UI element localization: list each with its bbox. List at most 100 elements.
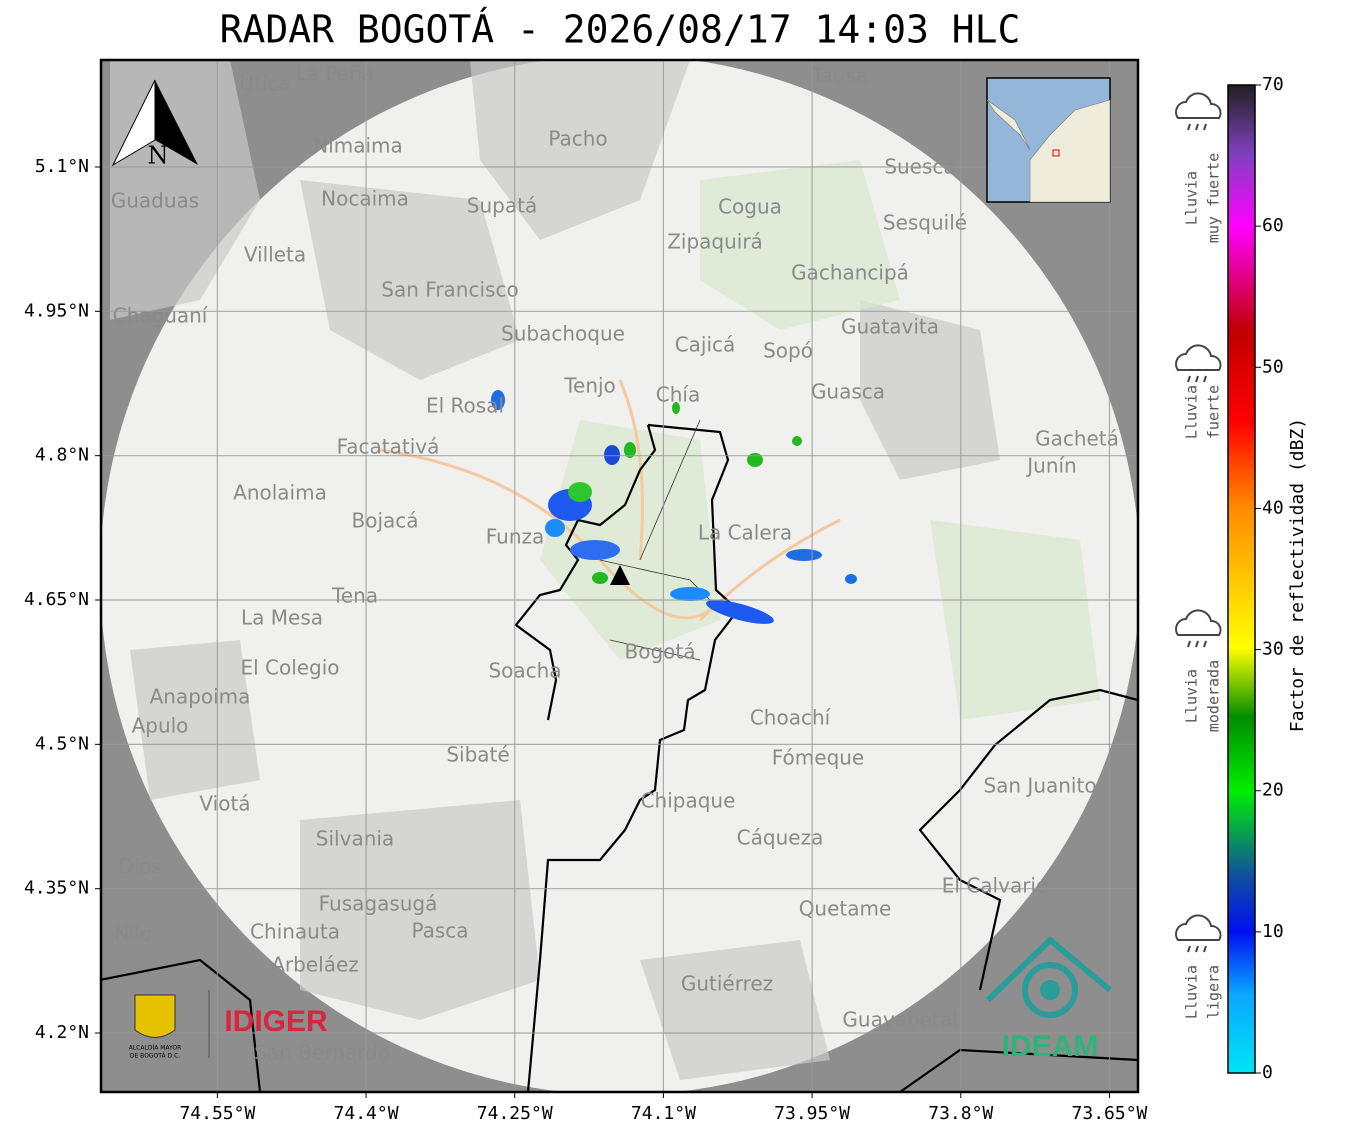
place-label: Tena xyxy=(331,584,378,608)
logo-idiger: IDIGER xyxy=(224,1005,328,1038)
rain-drops xyxy=(1187,945,1207,953)
colorbar-tick-label: 30 xyxy=(1262,639,1284,660)
intensity-label: Lluvia xyxy=(1183,171,1201,225)
place-label: Chipaque xyxy=(641,789,736,813)
place-label: Guasca xyxy=(811,380,885,404)
x-tick-label: 74.1°W xyxy=(631,1103,696,1124)
colorbar-tick-label: 20 xyxy=(1262,780,1284,801)
place-label: Soacha xyxy=(488,659,561,683)
place-label: Silvania xyxy=(316,827,394,851)
place-label: Chía xyxy=(656,383,700,407)
colorbar-tick-label: 70 xyxy=(1262,74,1284,95)
place-label: Sopó xyxy=(763,339,813,363)
place-label: Sibaté xyxy=(446,743,509,767)
cloud-icon xyxy=(1175,609,1222,636)
place-label: Subachoque xyxy=(501,322,625,346)
place-label: Supatá xyxy=(467,194,537,218)
y-tick-label: 4.8°N xyxy=(35,445,89,466)
place-label: Facatativá xyxy=(337,435,440,459)
place-label: Viotá xyxy=(199,792,250,816)
radar-echoes xyxy=(491,390,857,624)
place-label: Junín xyxy=(1025,454,1076,478)
y-tick-label: 4.95°N xyxy=(24,300,89,321)
place-label: Bogotá xyxy=(625,640,696,664)
y-tick-label: 4.2°N xyxy=(35,1022,89,1043)
place-label: Villeta xyxy=(244,243,306,267)
logo-text: ALCALDÍA MAYOR xyxy=(129,1045,182,1052)
colorbar-tick-label: 60 xyxy=(1262,215,1284,236)
x-tick-label: 74.4°W xyxy=(334,1103,399,1124)
place-label: El Colegio xyxy=(240,656,339,680)
place-label: Fusagasugá xyxy=(319,892,438,916)
x-tick-label: 74.55°W xyxy=(179,1103,255,1124)
place-label: Anolaima xyxy=(233,481,327,505)
place-label: Choachí xyxy=(750,706,832,730)
place-label: Cogua xyxy=(718,195,782,219)
place-label: Gutiérrez xyxy=(681,972,773,996)
y-tick-label: 5.1°N xyxy=(35,156,89,177)
place-label: Gachancipá xyxy=(791,261,909,285)
rain-drops xyxy=(1187,123,1207,131)
place-label: Cajicá xyxy=(675,333,736,357)
logo-alcaldia: ALCALDÍA MAYOR DE BOGOTÁ D.C. IDIGER xyxy=(129,990,328,1060)
rain-drops xyxy=(1187,375,1207,383)
place-label: Gachetá xyxy=(1035,427,1119,451)
map-frame xyxy=(99,58,1140,1094)
logo-ideam-text: IDEAM xyxy=(1002,1030,1099,1063)
inset-map xyxy=(986,77,1111,203)
place-label: Tenjo xyxy=(563,374,616,398)
x-tick-label: 73.95°W xyxy=(774,1103,850,1124)
place-label: El Calvario xyxy=(942,874,1048,898)
place-label: Pasca xyxy=(411,919,468,943)
cloud-icon xyxy=(1175,914,1222,941)
place-label: Fómeque xyxy=(772,746,865,770)
place-label: Tausa xyxy=(811,64,869,88)
place-label: Arbeláez xyxy=(271,953,359,977)
place-label: La Peña xyxy=(296,62,374,86)
place-label: Apulo xyxy=(132,714,189,738)
colorbar-tick-label: 10 xyxy=(1262,921,1284,942)
place-label: Sesquilé xyxy=(883,211,967,235)
colorbar-tick-label: 50 xyxy=(1262,356,1284,377)
y-tick-label: 4.5°N xyxy=(35,733,89,754)
north-arrow: N xyxy=(111,79,198,170)
colorbar xyxy=(1227,84,1256,1074)
place-label: Quetame xyxy=(799,897,892,921)
intensity-label: fuerte xyxy=(1205,385,1223,439)
place-label: El Rosal xyxy=(426,394,504,418)
place-label: San Juanito xyxy=(983,774,1096,798)
place-label: Dios xyxy=(118,855,162,879)
place-label: San Bernardo xyxy=(254,1041,390,1065)
north-label: N xyxy=(148,142,169,170)
colorbar-tick-label: 40 xyxy=(1262,497,1284,518)
place-label: Cáqueza xyxy=(737,826,824,850)
place-label: San Francisco xyxy=(381,278,518,302)
title: RADAR BOGOTÁ - 2026/08/17 14:03 HLC xyxy=(220,8,1021,52)
place-label: Chinauta xyxy=(250,920,340,944)
place-label: Anapoima xyxy=(150,685,251,709)
logo-text: DE BOGOTÁ D.C. xyxy=(130,1053,180,1060)
intensity-label: muy fuerte xyxy=(1205,153,1223,243)
place-label: Chaguaní xyxy=(113,304,209,328)
place-label: Nocaima xyxy=(321,187,409,211)
place-label: Guayabetal xyxy=(842,1008,957,1032)
intensity-label: moderada xyxy=(1205,660,1223,732)
intensity-label: ligera xyxy=(1205,965,1223,1019)
x-tick-label: 73.8°W xyxy=(928,1103,993,1124)
place-label: Guatavita xyxy=(841,315,939,339)
place-label: La Mesa xyxy=(241,606,323,630)
colorbar-label: Factor de reflectividad (dBZ) xyxy=(1287,418,1308,732)
place-label: Bojacá xyxy=(351,509,418,533)
rain-drops xyxy=(1187,640,1207,648)
intensity-label: Lluvia xyxy=(1183,965,1201,1019)
place-label: La Calera xyxy=(698,521,792,545)
place-label: Útica xyxy=(239,72,290,96)
intensity-label: Lluvia xyxy=(1183,385,1201,439)
y-tick-label: 4.65°N xyxy=(24,589,89,610)
y-tick-label: 4.35°N xyxy=(24,878,89,899)
intensity-label: Lluvia xyxy=(1183,669,1201,723)
